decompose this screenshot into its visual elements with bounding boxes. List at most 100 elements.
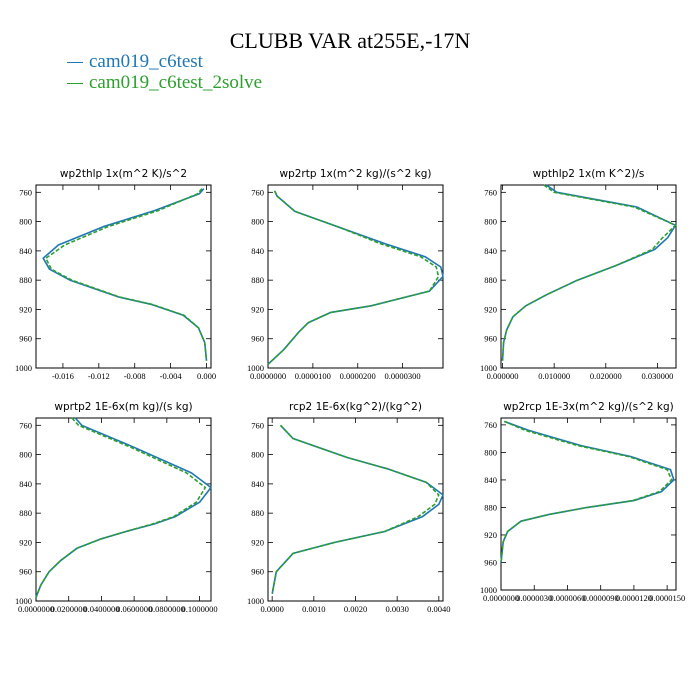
y-tick-label: 800: [484, 217, 497, 227]
panel-frame: [35, 184, 212, 369]
x-tick-label: 0.0000300: [385, 371, 421, 381]
y-tick-label: 960: [19, 567, 32, 577]
legend-swatch-green: [67, 83, 83, 85]
x-tick-label: 0.0040: [427, 604, 450, 614]
x-tick-label: 0.000: [197, 371, 216, 381]
y-tick-label: 1000: [247, 596, 264, 606]
series-line-cam019-c6test-2solve: [501, 184, 677, 361]
y-tick-label: 800: [19, 450, 32, 460]
x-tick-label: 0.0000000: [483, 593, 519, 603]
y-tick-label: 1000: [480, 363, 497, 373]
y-tick-label: 880: [484, 502, 497, 512]
panel-frame: [35, 417, 212, 602]
x-tick-label: 0.0000120: [616, 593, 652, 603]
panel-frame: [500, 417, 677, 591]
series-line-cam019-c6test-2solve: [35, 417, 207, 598]
y-tick-label: 960: [251, 567, 264, 577]
x-tick-label: 0.0000030: [516, 593, 552, 603]
x-tick-label: 0.0000000: [18, 604, 54, 614]
y-tick-label: 840: [19, 246, 32, 256]
series-line-cam019-c6test-2solve: [271, 424, 440, 594]
panel-title: rcp2 1E-6x(kg^2)/(kg^2): [289, 401, 422, 413]
series-line-cam019-c6test-2solve: [267, 190, 440, 365]
panel-title: wprtp2 1E-6x(m kg)/(s kg): [54, 401, 192, 413]
y-tick-label: 920: [19, 537, 32, 547]
y-tick-label: 1000: [480, 585, 497, 595]
legend-entry-cam019-c6test: cam019_c6test: [67, 51, 203, 73]
y-tick-label: 880: [251, 508, 264, 518]
x-tick-label: -0.016: [52, 371, 74, 381]
y-tick-label: 840: [484, 475, 497, 485]
series-line-cam019-c6test: [271, 424, 444, 594]
x-tick-label: -0.008: [124, 371, 146, 381]
x-tick-label: 0.0600000: [116, 604, 152, 614]
series-line-cam019-c6test: [42, 188, 208, 361]
x-tick-label: 0.0000200: [340, 371, 376, 381]
x-tick-label: 0.0000: [260, 604, 283, 614]
y-tick-label: 960: [484, 557, 497, 567]
y-tick-label: 960: [251, 334, 264, 344]
panel-title: wp2rtp 1x(m^2 kg)/(s^2 kg): [279, 168, 431, 180]
y-tick-label: 760: [251, 187, 264, 197]
x-tick-label: 0.0400000: [83, 604, 119, 614]
y-tick-label: 960: [484, 334, 497, 344]
y-tick-label: 880: [484, 275, 497, 285]
x-tick-label: 0.020000: [590, 371, 622, 381]
x-tick-label: 0.0000060: [549, 593, 585, 603]
y-tick-label: 1000: [15, 596, 32, 606]
x-tick-label: 0.0030: [385, 604, 408, 614]
y-tick-label: 960: [19, 334, 32, 344]
y-tick-label: 800: [251, 217, 264, 227]
x-tick-label: 0.030000: [641, 371, 673, 381]
x-tick-label: 0.1000000: [181, 604, 217, 614]
x-tick-label: 0.000000: [487, 371, 519, 381]
legend-label: cam019_c6test_2solve: [89, 72, 263, 93]
y-tick-label: 800: [19, 217, 32, 227]
legend-entry-cam019-c6test-2solve: cam019_c6test_2solve: [67, 72, 262, 94]
y-tick-label: 880: [251, 275, 264, 285]
y-tick-label: 760: [484, 420, 497, 430]
series-line-cam019-c6test-2solve: [500, 420, 673, 563]
y-tick-label: 840: [251, 246, 264, 256]
y-tick-label: 920: [251, 537, 264, 547]
panel-frame: [267, 184, 444, 369]
panel-frame: [500, 184, 677, 369]
x-tick-label: 0.0000100: [295, 371, 331, 381]
y-tick-label: 920: [251, 304, 264, 314]
y-tick-label: 760: [484, 187, 497, 197]
y-tick-label: 800: [251, 450, 264, 460]
y-tick-label: 920: [484, 304, 497, 314]
series-line-cam019-c6test: [500, 420, 675, 563]
y-tick-label: 760: [19, 420, 32, 430]
x-tick-label: 0.0010: [302, 604, 325, 614]
y-tick-label: 920: [484, 530, 497, 540]
x-tick-label: 0.0000090: [583, 593, 619, 603]
y-tick-label: 840: [484, 246, 497, 256]
x-tick-label: 0.0000150: [649, 593, 685, 603]
y-tick-label: 880: [19, 508, 32, 518]
x-tick-label: 0.0200000: [51, 604, 87, 614]
legend-swatch-blue: [67, 62, 83, 64]
x-tick-label: 0.0020: [344, 604, 367, 614]
panel-title: wp2rcp 1E-3x(m^2 kg)/(s^2 kg): [503, 401, 674, 413]
x-tick-label: -0.004: [160, 371, 183, 381]
y-tick-label: 1000: [247, 363, 264, 373]
y-tick-label: 760: [19, 187, 32, 197]
figure-title: CLUBB VAR at255E,-17N: [229, 28, 471, 53]
y-tick-label: 840: [19, 479, 32, 489]
panel-title: wpthlp2 1x(m K^2)/s: [533, 168, 645, 180]
panel-title: wp2thlp 1x(m^2 K)/s^2: [60, 168, 187, 180]
y-tick-label: 840: [251, 479, 264, 489]
series-line-cam019-c6test-2solve: [45, 188, 208, 361]
x-tick-label: -0.012: [88, 371, 110, 381]
legend-label: cam019_c6test: [89, 51, 203, 72]
y-tick-label: 880: [19, 275, 32, 285]
x-tick-label: 0.0000000: [250, 371, 286, 381]
series-line-cam019-c6test: [501, 184, 677, 361]
y-tick-label: 800: [484, 447, 497, 457]
x-tick-label: 0.010000: [538, 371, 570, 381]
series-line-cam019-c6test: [35, 417, 212, 598]
panel-frame: [267, 417, 444, 602]
y-tick-label: 920: [19, 304, 32, 314]
